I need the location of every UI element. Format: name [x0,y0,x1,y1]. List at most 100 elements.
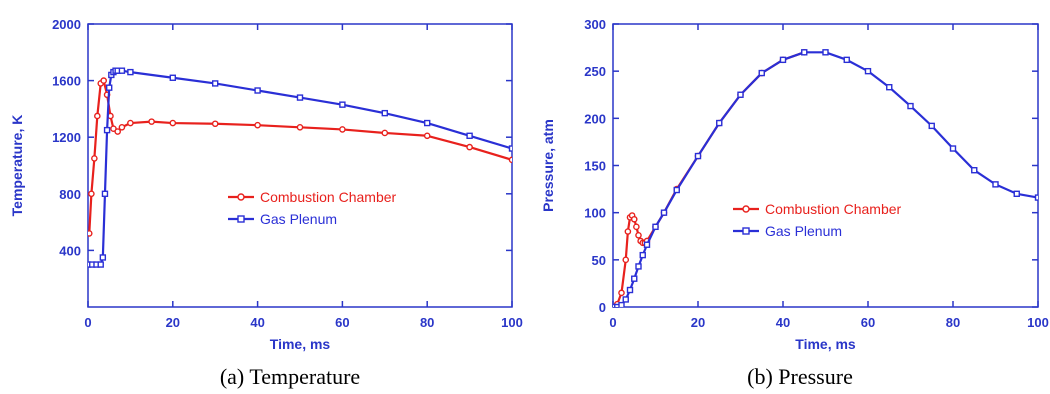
data-point [624,228,632,235]
y-axis-label: Pressure, atm [540,119,556,212]
x-tick-label: 0 [84,315,91,330]
data-point [254,121,261,129]
y-tick-label: 250 [584,64,606,79]
legend-entry: Combustion Chamber [228,189,397,205]
data-point [339,126,346,133]
data-point [127,119,134,127]
data-point [971,167,978,174]
data-point [614,303,621,307]
x-tick-label: 60 [861,315,875,330]
data-point [88,190,95,198]
data-point [127,68,134,76]
legend-label: Combustion Chamber [260,189,397,205]
data-point [992,181,999,188]
y-tick-label: 50 [592,253,606,268]
data-point [381,109,388,117]
legend-marker [742,227,750,235]
y-tick-label: 800 [59,187,81,202]
data-point [1034,194,1038,201]
y-tick-label: 0 [599,300,606,315]
data-point [508,145,512,152]
data-point [622,296,629,303]
data-point [694,152,702,160]
data-point [169,74,177,81]
data-point [339,101,346,108]
series-combustion-chamber [613,49,808,307]
data-point [100,77,107,84]
data-point [622,256,630,264]
data-point [105,84,113,91]
data-point [618,289,625,297]
x-tick-label: 80 [420,315,434,330]
data-point [508,156,512,164]
y-tick-label: 2000 [52,17,81,32]
data-point [949,145,957,152]
x-axis-label: Time, ms [795,336,856,352]
pressure-chart: 0 20 40 60 80 100 0 50 100 150 200 250 300 Time, ms Pr… [540,17,1049,352]
data-point [652,223,659,231]
data-point [633,223,640,231]
data-point [254,87,261,94]
data-point [822,49,829,56]
data-point [630,215,638,223]
x-tick-label: 20 [166,315,180,330]
plot-frame [87,23,513,308]
data-point [114,128,121,135]
data-point [716,119,723,127]
data-point [635,263,642,270]
y-tick-label: 100 [584,206,606,221]
data-point [886,84,893,91]
y-axis-label: Temperature, K [9,115,25,217]
legend-entry: Gas Plenum [733,223,842,239]
data-point [758,69,765,77]
data-point [660,209,668,216]
data-point [801,49,808,56]
x-tick-label: 80 [946,315,960,330]
data-point [737,91,744,98]
x-tick-label: 100 [1027,315,1049,330]
x-tick-label: 20 [691,315,705,330]
data-point [635,232,642,239]
x-tick-label: 60 [335,315,349,330]
temperature-chart: 0 20 40 60 80 100 400 800 1200 1600 2000 Time, ms Te… [9,17,523,352]
data-point [639,251,646,259]
data-point [211,80,219,87]
data-point [618,301,625,307]
y-tick-label: 200 [584,111,606,126]
x-tick-label: 40 [250,315,264,330]
data-point [779,56,787,64]
data-point [631,275,638,282]
y-tick-label: 1200 [52,130,81,145]
data-point [381,129,389,137]
data-point [673,186,680,194]
data-point [423,132,431,140]
legend-label: Gas Plenum [765,223,842,239]
data-point [466,132,473,139]
data-point [88,230,93,237]
y-tick-label: 1600 [52,74,81,89]
data-point [97,261,104,268]
legend-marker [237,215,245,223]
y-tick-label: 300 [584,17,606,32]
y-tick-label: 150 [584,159,606,174]
legend-marker [237,193,245,201]
data-point [91,155,98,162]
data-point [296,123,304,131]
data-point [118,123,126,131]
x-tick-label: 100 [501,315,523,330]
data-point [103,126,111,134]
legend-entry: Combustion Chamber [733,201,902,217]
legend-label: Combustion Chamber [765,201,902,217]
data-point [99,254,107,261]
data-point [118,67,126,74]
x-tick-label: 0 [609,315,616,330]
temperature-caption: (a) Temperature [220,364,360,389]
series-line [613,51,1038,307]
data-point [94,112,101,120]
data-point [928,122,935,130]
x-axis-label: Time, ms [270,336,331,352]
y-tick-label: 400 [59,243,81,258]
data-point [101,190,109,198]
data-point [864,67,872,75]
